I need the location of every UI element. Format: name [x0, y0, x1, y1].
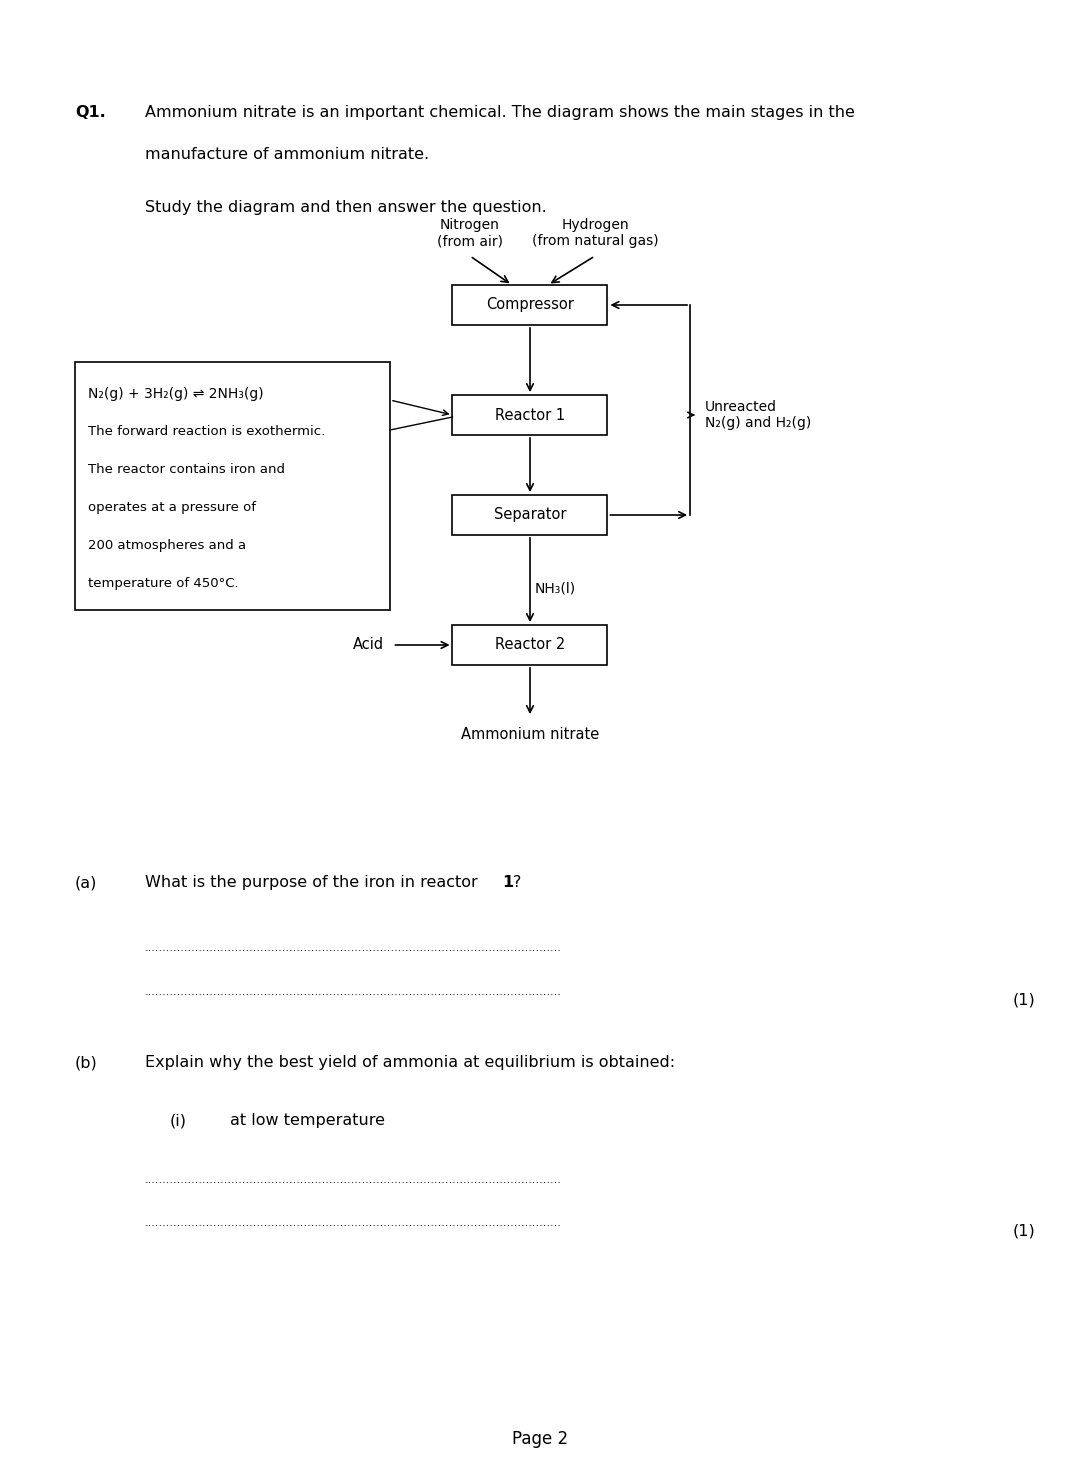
- Text: Q1.: Q1.: [75, 105, 106, 119]
- Text: N₂(g) + 3H₂(g) ⇌ 2NH₃(g): N₂(g) + 3H₂(g) ⇌ 2NH₃(g): [87, 386, 264, 401]
- Text: 1: 1: [502, 875, 513, 889]
- Text: Ammonium nitrate: Ammonium nitrate: [461, 727, 599, 742]
- Text: ................................................................................: ........................................…: [145, 1218, 562, 1229]
- Text: 200 atmospheres and a: 200 atmospheres and a: [87, 538, 246, 552]
- Bar: [453, 285, 607, 324]
- Bar: [75, 361, 390, 611]
- Text: Reactor 2: Reactor 2: [495, 637, 565, 652]
- Text: Explain why the best yield of ammonia at equilibrium is obtained:: Explain why the best yield of ammonia at…: [145, 1055, 675, 1069]
- Text: Nitrogen
(from air): Nitrogen (from air): [437, 218, 503, 248]
- Text: The forward reaction is exothermic.: The forward reaction is exothermic.: [87, 425, 325, 438]
- Text: Hydrogen
(from natural gas): Hydrogen (from natural gas): [531, 218, 659, 248]
- Text: ................................................................................: ........................................…: [145, 987, 562, 997]
- Text: ................................................................................: ........................................…: [145, 1176, 562, 1184]
- Text: The reactor contains iron and: The reactor contains iron and: [87, 463, 285, 476]
- Text: ................................................................................: ........................................…: [145, 943, 562, 953]
- Text: (1): (1): [1012, 1223, 1035, 1238]
- Text: Page 2: Page 2: [512, 1429, 568, 1448]
- Text: What is the purpose of the iron in reactor: What is the purpose of the iron in react…: [145, 875, 483, 889]
- Text: Compressor: Compressor: [486, 298, 573, 313]
- Text: manufacture of ammonium nitrate.: manufacture of ammonium nitrate.: [145, 148, 429, 162]
- Text: Reactor 1: Reactor 1: [495, 407, 565, 422]
- Bar: [453, 395, 607, 435]
- Text: ?: ?: [513, 875, 522, 889]
- Text: NH₃(l): NH₃(l): [535, 581, 576, 594]
- Text: Acid: Acid: [353, 637, 384, 652]
- Bar: [453, 625, 607, 665]
- Text: Ammonium nitrate is an important chemical. The diagram shows the main stages in : Ammonium nitrate is an important chemica…: [145, 105, 855, 119]
- Text: (1): (1): [1012, 993, 1035, 1007]
- Text: Separator: Separator: [494, 507, 566, 522]
- Text: Study the diagram and then answer the question.: Study the diagram and then answer the qu…: [145, 201, 546, 215]
- Text: (i): (i): [170, 1114, 187, 1128]
- Text: temperature of 450°C.: temperature of 450°C.: [87, 577, 239, 590]
- Text: (b): (b): [75, 1055, 98, 1069]
- Text: operates at a pressure of: operates at a pressure of: [87, 502, 256, 513]
- Text: (a): (a): [75, 875, 97, 889]
- Bar: [453, 496, 607, 535]
- Text: Unreacted
N₂(g) and H₂(g): Unreacted N₂(g) and H₂(g): [705, 400, 811, 431]
- Text: at low temperature: at low temperature: [230, 1114, 384, 1128]
